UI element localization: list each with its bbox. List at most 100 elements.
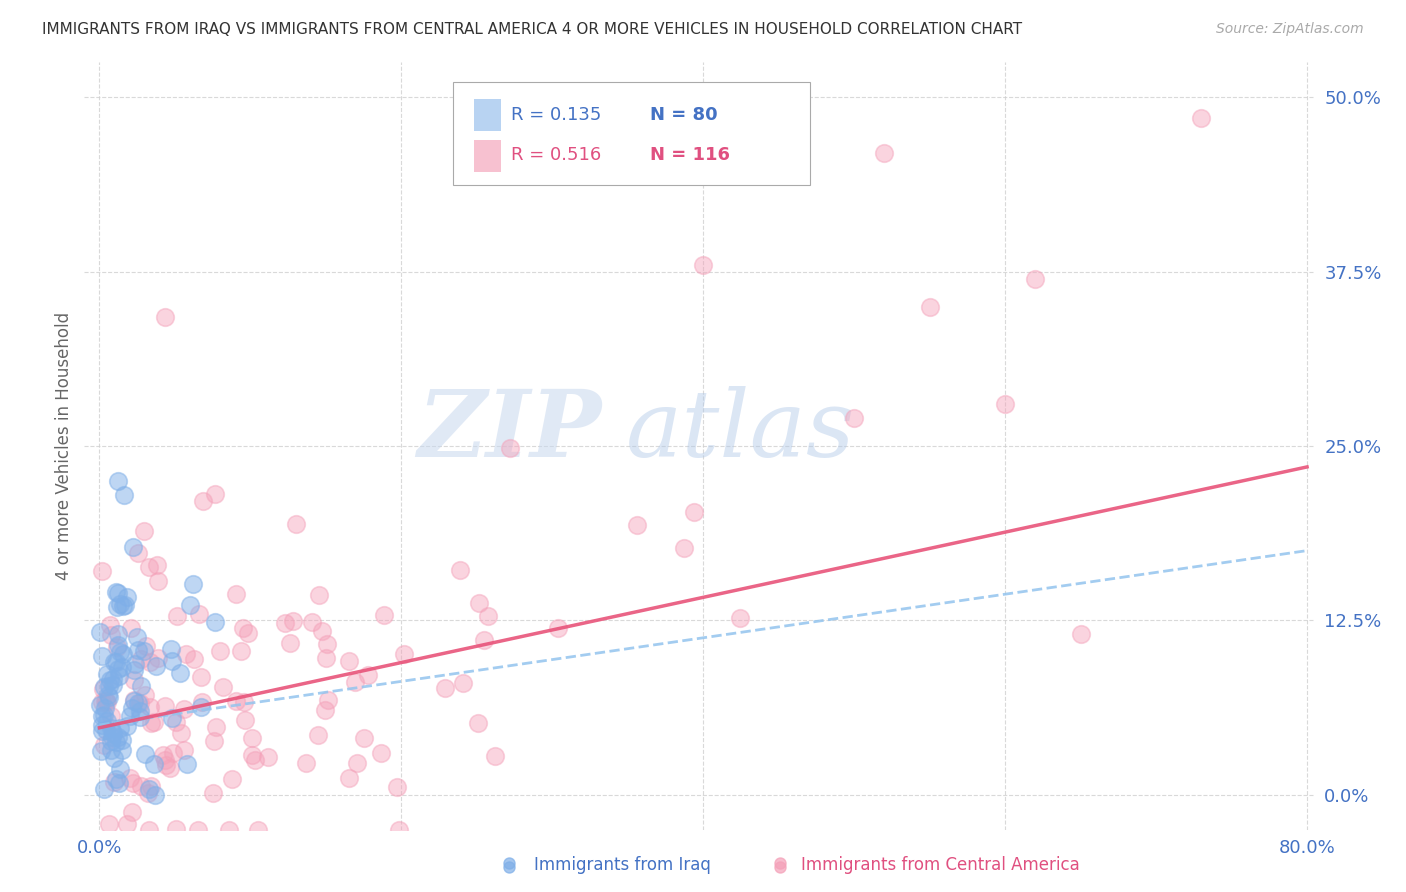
Point bbox=[844, 411, 866, 425]
Point bbox=[190, 699, 212, 714]
Text: Source: ZipAtlas.com: Source: ZipAtlas.com bbox=[1216, 22, 1364, 37]
Point bbox=[176, 647, 198, 661]
Point bbox=[104, 655, 127, 669]
Point bbox=[131, 780, 153, 794]
Point bbox=[136, 786, 159, 800]
Point bbox=[166, 608, 188, 623]
Point bbox=[357, 668, 380, 682]
Point bbox=[129, 652, 152, 666]
Point bbox=[205, 720, 228, 734]
Point bbox=[100, 627, 122, 641]
Point bbox=[112, 488, 135, 502]
Point bbox=[190, 670, 212, 684]
Point bbox=[94, 701, 117, 715]
Point bbox=[111, 743, 134, 757]
Point bbox=[138, 782, 160, 797]
Point bbox=[472, 632, 495, 647]
Point bbox=[1024, 271, 1046, 285]
Point bbox=[98, 618, 121, 632]
Point bbox=[155, 698, 177, 713]
Point bbox=[231, 643, 253, 657]
Point bbox=[159, 761, 181, 775]
Point bbox=[120, 620, 142, 634]
Point bbox=[100, 721, 122, 735]
Point bbox=[146, 558, 169, 572]
Bar bbox=[474, 99, 502, 131]
Point bbox=[110, 645, 132, 659]
Point bbox=[155, 758, 177, 772]
Point bbox=[103, 655, 125, 669]
Point bbox=[122, 692, 145, 706]
Point bbox=[152, 747, 174, 762]
Point bbox=[353, 731, 375, 746]
Point bbox=[173, 742, 195, 756]
Point bbox=[121, 541, 143, 555]
Point bbox=[225, 694, 247, 708]
Point bbox=[370, 747, 392, 761]
Point bbox=[129, 704, 152, 718]
Point bbox=[191, 494, 214, 508]
Point bbox=[468, 597, 491, 611]
Text: R = 0.135: R = 0.135 bbox=[512, 105, 602, 124]
Point bbox=[283, 614, 305, 628]
Point bbox=[484, 748, 506, 763]
Point bbox=[104, 772, 127, 787]
Point bbox=[188, 607, 211, 622]
Point bbox=[101, 726, 124, 740]
Point bbox=[295, 756, 318, 770]
Point bbox=[451, 675, 474, 690]
Point bbox=[118, 772, 141, 786]
Point bbox=[148, 574, 170, 589]
Point bbox=[91, 709, 114, 723]
Point bbox=[143, 756, 166, 771]
Point bbox=[98, 817, 121, 831]
Point bbox=[138, 560, 160, 574]
Point bbox=[153, 753, 176, 767]
Text: ZIP: ZIP bbox=[416, 385, 602, 475]
Point bbox=[499, 441, 522, 455]
Point bbox=[105, 735, 128, 749]
Point bbox=[100, 734, 122, 748]
Point bbox=[692, 258, 714, 272]
Point bbox=[135, 639, 157, 653]
Point bbox=[110, 597, 132, 611]
Point bbox=[122, 664, 145, 678]
Point bbox=[278, 636, 301, 650]
Point bbox=[103, 678, 125, 692]
Point bbox=[232, 621, 254, 635]
Point bbox=[129, 710, 152, 724]
FancyBboxPatch shape bbox=[454, 81, 810, 186]
Point bbox=[91, 565, 114, 579]
Point bbox=[169, 665, 191, 680]
Text: IMMIGRANTS FROM IRAQ VS IMMIGRANTS FROM CENTRAL AMERICA 4 OR MORE VEHICLES IN HO: IMMIGRANTS FROM IRAQ VS IMMIGRANTS FROM … bbox=[42, 22, 1022, 37]
Point bbox=[316, 637, 339, 651]
Point bbox=[160, 711, 183, 725]
Point bbox=[204, 615, 226, 629]
Point bbox=[134, 747, 156, 761]
Point bbox=[257, 750, 280, 764]
Point bbox=[122, 693, 145, 707]
Point bbox=[122, 776, 145, 790]
Point bbox=[107, 638, 129, 652]
Point bbox=[105, 584, 128, 599]
Point bbox=[467, 715, 489, 730]
Point bbox=[201, 786, 224, 800]
Point bbox=[1189, 112, 1212, 126]
Point bbox=[162, 746, 184, 760]
Point bbox=[626, 518, 648, 533]
Point bbox=[127, 696, 149, 710]
Point bbox=[187, 822, 209, 837]
Point bbox=[139, 655, 162, 669]
Point bbox=[121, 701, 143, 715]
Point bbox=[183, 652, 205, 666]
Point bbox=[129, 696, 152, 710]
Point bbox=[240, 731, 263, 745]
Point bbox=[143, 788, 166, 802]
Point bbox=[316, 692, 339, 706]
Point bbox=[337, 771, 360, 785]
Point bbox=[245, 753, 267, 767]
Point bbox=[96, 695, 118, 709]
Point bbox=[176, 757, 198, 772]
Point bbox=[337, 653, 360, 667]
Point bbox=[728, 610, 751, 624]
